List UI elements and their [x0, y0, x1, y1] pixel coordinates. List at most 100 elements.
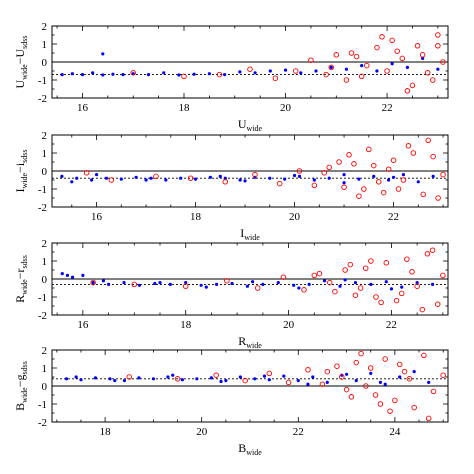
- red-data-point: [379, 34, 385, 40]
- blue-data-point: [149, 176, 153, 180]
- series-1: [60, 52, 440, 77]
- blue-data-point: [101, 73, 105, 77]
- red-data-point: [440, 59, 446, 65]
- series-2: [90, 247, 446, 313]
- blue-data-point: [81, 273, 85, 277]
- red-data-point: [425, 415, 432, 422]
- red-data-point: [425, 137, 431, 144]
- blue-data-point: [243, 179, 247, 183]
- red-data-point: [393, 297, 400, 304]
- blue-data-point: [204, 285, 208, 289]
- blue-data-point: [199, 283, 203, 287]
- blue-data-point: [230, 281, 234, 286]
- red-data-point: [404, 256, 410, 262]
- y-tick-label: -2: [38, 202, 47, 214]
- red-data-point: [434, 301, 441, 307]
- red-data-point: [339, 374, 345, 380]
- blue-data-point: [245, 284, 250, 288]
- red-data-point: [343, 386, 350, 393]
- red-data-point: [187, 175, 194, 181]
- red-data-point: [374, 44, 380, 51]
- red-data-point: [216, 71, 223, 78]
- red-data-point: [378, 299, 384, 306]
- red-data-point: [430, 153, 436, 160]
- blue-data-point: [122, 379, 127, 383]
- red-data-point: [356, 193, 362, 199]
- red-data-point: [440, 171, 446, 178]
- red-data-point: [353, 359, 359, 366]
- blue-data-point: [431, 174, 435, 178]
- blue-data-point: [195, 377, 199, 381]
- y-tick-label: 1: [42, 39, 48, 51]
- red-data-point: [181, 73, 187, 80]
- y-axis-title-main: R: [13, 295, 27, 303]
- x-tick-label: 22: [382, 102, 393, 114]
- blue-data-point: [177, 73, 181, 77]
- red-data-point: [410, 150, 417, 156]
- blue-data-point: [415, 281, 419, 285]
- red-data-point: [384, 68, 390, 74]
- red-data-point: [341, 184, 347, 190]
- y-axis-title-sub: wide: [20, 387, 29, 403]
- x-axis-title: Uwide: [238, 117, 263, 133]
- y-tick-label: 0: [42, 166, 48, 178]
- blue-data-point: [375, 69, 379, 73]
- blue-data-point: [250, 280, 255, 284]
- blue-data-point: [218, 174, 222, 178]
- red-data-point: [382, 356, 388, 362]
- red-data-point: [153, 173, 159, 180]
- red-data-point: [358, 350, 364, 357]
- red-data-point: [394, 48, 400, 54]
- red-data-point: [430, 388, 437, 395]
- y-tick-label: 2: [42, 238, 48, 250]
- y-axis-title: Bwide−gsdss: [13, 361, 29, 411]
- red-data-point: [396, 361, 403, 368]
- blue-data-point: [70, 180, 74, 184]
- y-tick-label: 2: [42, 345, 48, 357]
- blue-data-point: [262, 374, 267, 378]
- blue-data-point: [325, 380, 329, 384]
- blue-data-point: [391, 175, 396, 179]
- blue-data-point: [268, 176, 272, 180]
- blue-data-point: [430, 282, 435, 286]
- red-data-point: [334, 363, 340, 369]
- blue-data-point: [75, 176, 79, 180]
- red-data-point: [308, 57, 314, 63]
- blue-data-point: [401, 173, 406, 177]
- blue-data-point: [360, 64, 364, 68]
- red-data-point: [409, 269, 415, 275]
- blue-data-point: [390, 62, 394, 66]
- blue-data-point: [253, 377, 257, 381]
- red-data-point: [380, 189, 387, 196]
- blue-data-point: [193, 177, 198, 181]
- blue-data-point: [179, 176, 183, 180]
- red-data-point: [392, 397, 398, 404]
- blue-data-point: [384, 280, 388, 284]
- series-1: [60, 173, 435, 185]
- blue-data-point: [162, 71, 166, 75]
- blue-data-point: [137, 376, 141, 380]
- blue-data-point: [214, 282, 219, 286]
- blue-data-point: [70, 72, 74, 76]
- red-data-point: [385, 166, 392, 172]
- blue-data-point: [238, 178, 242, 182]
- blue-data-point: [144, 178, 148, 182]
- blue-data-point: [64, 377, 69, 381]
- x-axis-title-main: B: [238, 441, 246, 455]
- y-axis-title-main: B: [13, 403, 27, 411]
- y-axis-title-minus-sub: sdss: [20, 35, 29, 48]
- red-data-point: [440, 372, 446, 378]
- red-data-point: [182, 283, 189, 289]
- red-data-point: [254, 285, 261, 291]
- y-axis-title-minus: −g: [13, 374, 27, 387]
- y-tick-label: 0: [42, 381, 48, 393]
- blue-data-point: [238, 375, 242, 379]
- x-tick-label: 24: [389, 426, 401, 438]
- y-tick-label: 2: [42, 130, 48, 142]
- y-axis-title-sub: wide: [20, 173, 29, 189]
- red-data-point: [357, 285, 364, 291]
- y-axis-title: Uwide−Usdss: [13, 35, 29, 88]
- blue-data-point: [378, 380, 382, 384]
- red-data-point: [401, 368, 408, 375]
